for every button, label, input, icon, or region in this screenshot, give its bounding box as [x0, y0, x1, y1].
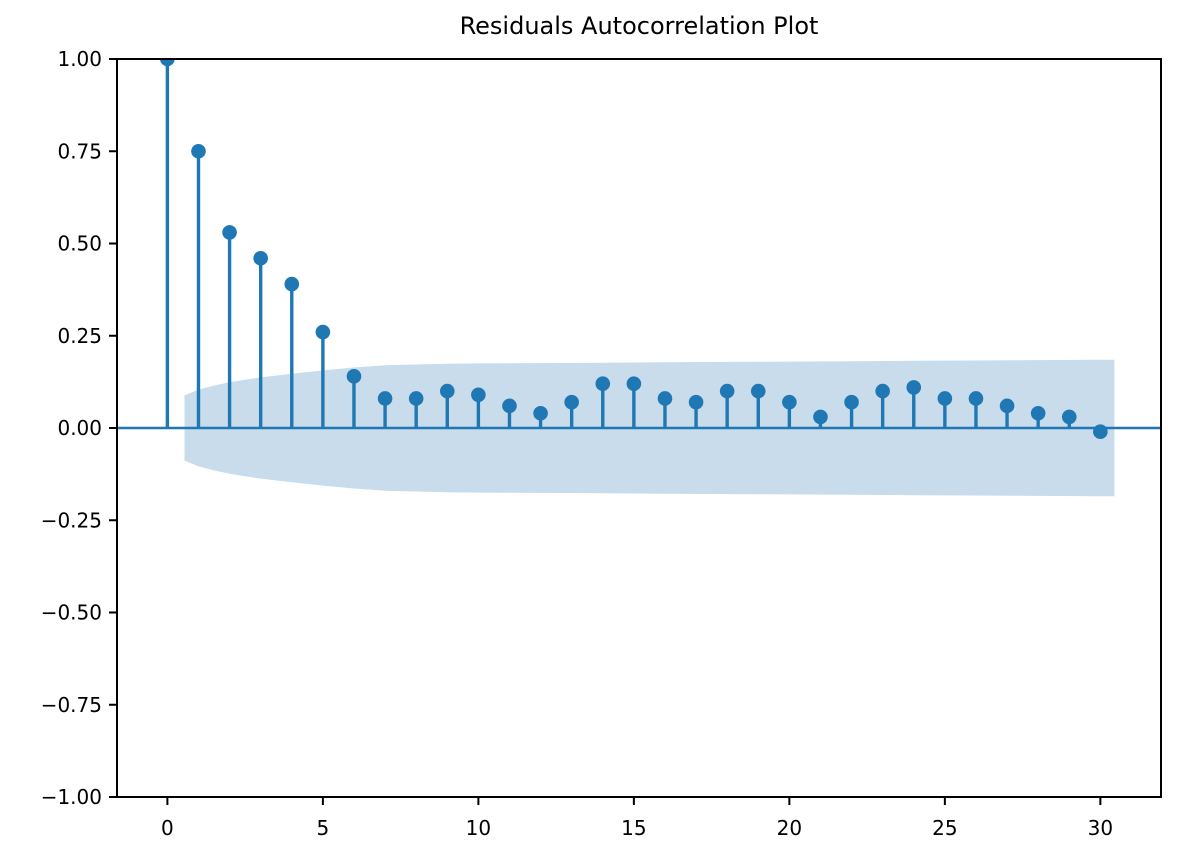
y-tick-label-1: 1.00 [57, 47, 102, 71]
marker-lag-29 [1061, 409, 1077, 425]
marker-lag-3 [253, 250, 268, 266]
marker-lag-25 [937, 391, 953, 406]
marker-lag-16 [657, 391, 673, 406]
y-tick-label-0.25: 0.25 [57, 324, 102, 348]
marker-lag-19 [750, 383, 766, 399]
y-tick-label-0: 0.00 [57, 416, 102, 440]
marker-lag-15 [626, 376, 642, 392]
marker-lag-11 [502, 398, 517, 414]
marker-lag-18 [719, 383, 735, 399]
x-tick-label-15: 15 [621, 816, 646, 840]
y-tick-label--0.75: −0.75 [41, 693, 102, 717]
y-tick-label-0.75: 0.75 [57, 139, 102, 163]
marker-lag-21 [813, 409, 828, 425]
x-tick-label-25: 25 [932, 816, 957, 840]
y-tick-label--1: −1.00 [41, 785, 102, 809]
y-tick-label-0.5: 0.50 [57, 232, 102, 256]
y-tick-label--0.25: −0.25 [41, 508, 102, 532]
chart-title: Residuals Autocorrelation Plot [459, 12, 819, 40]
marker-lag-17 [688, 394, 704, 410]
x-tick-label-30: 30 [1088, 816, 1113, 840]
marker-lag-1 [191, 143, 206, 159]
marker-lag-0 [160, 59, 175, 67]
marker-lag-27 [999, 398, 1015, 414]
marker-lag-12 [533, 405, 548, 421]
marker-lag-9 [439, 383, 455, 399]
marker-lag-24 [906, 380, 922, 395]
marker-lag-30 [1093, 424, 1108, 439]
marker-lag-14 [595, 376, 611, 392]
marker-lag-10 [471, 387, 486, 403]
marker-lag-7 [377, 391, 393, 406]
marker-lag-26 [968, 391, 984, 406]
marker-lag-4 [284, 276, 300, 292]
marker-lag-22 [844, 394, 859, 410]
marker-lag-6 [346, 369, 362, 384]
marker-lag-23 [875, 383, 890, 399]
x-tick-label-20: 20 [777, 816, 802, 840]
marker-lag-2 [222, 225, 237, 240]
x-tick-label-10: 10 [466, 816, 491, 840]
marker-lag-5 [315, 324, 331, 340]
y-tick-label--0.5: −0.50 [41, 601, 102, 625]
marker-lag-28 [1030, 405, 1046, 421]
marker-lag-20 [782, 394, 797, 410]
x-tick-label-5: 5 [317, 816, 330, 840]
marker-lag-13 [564, 394, 579, 410]
marker-lag-8 [408, 391, 424, 406]
plot-area [117, 59, 1161, 497]
x-tick-label-0: 0 [161, 816, 174, 840]
